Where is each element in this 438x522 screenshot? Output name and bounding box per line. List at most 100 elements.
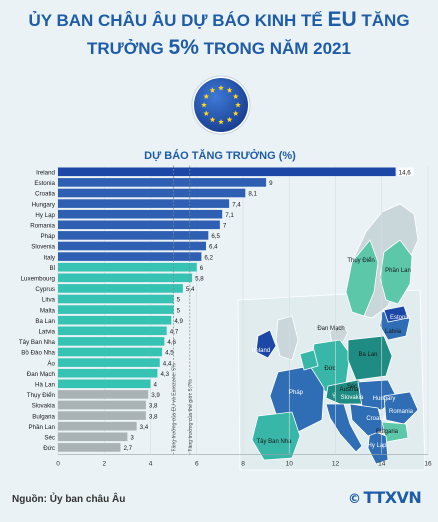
bar	[58, 178, 267, 187]
bar	[58, 294, 174, 304]
category-label: Ireland	[36, 170, 55, 177]
map-estonia-shade	[383, 305, 409, 323]
flag-star-icon	[232, 93, 239, 99]
x-tick-label: 12	[332, 461, 340, 468]
europe-map: Thụy Điển Phần Lan Estonia Latvia Đan Mạch Ba…	[237, 203, 426, 471]
reference-label: Tăng trưởng của EU và Eurozone: 5%	[171, 363, 178, 452]
map-label: Phần Lan	[385, 268, 411, 274]
map-label: Austria	[340, 387, 359, 393]
map-label: Thụy Điển	[347, 257, 374, 264]
category-label: Ba Lan	[35, 318, 55, 325]
category-label: Italy	[44, 254, 56, 261]
category-label: Luxembourg	[21, 276, 56, 283]
x-tick-label: 10	[286, 461, 294, 468]
value-label: 8,1	[248, 191, 257, 198]
bar	[58, 209, 223, 219]
category-label: Latvia	[38, 329, 55, 336]
x-tick-label: 16	[424, 461, 432, 468]
map-label: Latvia	[385, 329, 402, 335]
bar	[58, 262, 197, 272]
reference-label: Tăng trưởng của thế giới: 5,7%	[187, 379, 194, 452]
map-ireland-uk	[255, 329, 277, 359]
map-label: Ba Lan	[358, 352, 377, 358]
eu-flag-icon	[191, 75, 251, 135]
flag-star-icon	[218, 85, 224, 91]
value-label: 2,7	[123, 445, 132, 452]
map-label: Hy Lạp	[367, 443, 387, 449]
category-label: Bỉ	[49, 265, 55, 272]
map-balkans	[349, 403, 385, 437]
bar	[58, 241, 206, 251]
value-label: 4,9	[174, 318, 183, 325]
category-label: Tây Ban Nha	[19, 339, 56, 346]
category-label: Slovakia	[32, 403, 56, 410]
page-title: ỦY BAN CHÂU ÂU DỰ BÁO KINH TẾ EU TĂNG TR…	[28, 8, 410, 59]
bar	[58, 284, 183, 293]
map-finland	[379, 239, 413, 305]
bar	[58, 220, 220, 230]
value-label: 7,1	[225, 212, 234, 219]
category-label: Thụy Điển	[27, 392, 56, 399]
value-label: 3,8	[149, 413, 158, 420]
value-label: 4	[154, 382, 158, 389]
value-label: 7	[223, 223, 227, 230]
flag-star-icon	[226, 116, 233, 123]
x-tick-label: 0	[56, 461, 60, 468]
map-label: Romania	[389, 409, 414, 415]
bar	[58, 231, 209, 240]
category-label: Bulgaria	[32, 413, 55, 420]
value-label: 4,7	[170, 329, 179, 336]
chart-title: DỰ BÁO TĂNG TRƯỞNG (%)	[144, 150, 296, 162]
source-note: Nguồn: Ủy ban châu Âu	[12, 494, 126, 505]
value-label: 6,2	[204, 254, 213, 261]
category-label: Slovenia	[31, 244, 55, 251]
map-iberia	[251, 411, 301, 461]
flag-star-icon	[203, 110, 210, 116]
x-tick-label: 6	[195, 461, 199, 468]
x-tick-label: 2	[102, 461, 106, 468]
map-label: Estonia	[390, 315, 411, 321]
map-label: Croatia	[366, 416, 386, 422]
bar	[58, 252, 202, 261]
map-romania	[383, 391, 419, 425]
map-label: Đan Mạch	[317, 326, 344, 332]
flag-star-icon	[201, 102, 207, 108]
map-label: Slovakia	[341, 395, 364, 401]
map-uk	[275, 315, 299, 361]
bar	[58, 199, 230, 208]
x-tick-label: 4	[149, 461, 153, 468]
bar	[58, 315, 172, 325]
value-label: 5,8	[195, 276, 204, 283]
value-label: 4,3	[160, 371, 169, 378]
category-label: Litva	[42, 297, 56, 304]
value-label: 5,4	[186, 286, 195, 293]
value-label: 4,4	[163, 360, 172, 367]
bar	[58, 347, 163, 357]
value-label: 9	[269, 180, 273, 187]
map-label: Ý	[332, 393, 336, 400]
category-label: Cyprus	[35, 286, 55, 293]
category-label: Séc	[44, 435, 55, 442]
bar	[58, 390, 149, 399]
map-label: Tây Ban Nha	[256, 439, 292, 445]
category-label: Đan Mạch	[27, 371, 56, 378]
ttxvn-logo: © TTXVN	[348, 488, 422, 507]
bar	[58, 337, 165, 346]
value-label: 5	[177, 307, 181, 314]
value-label: 6	[200, 265, 204, 272]
bar	[58, 273, 193, 283]
category-label: Hungary	[32, 201, 56, 208]
category-label: Hà Lan	[35, 382, 56, 389]
x-tick-label: 8	[241, 461, 245, 468]
category-label: Pháp	[41, 233, 56, 240]
map-label: Bulgaria	[376, 429, 399, 435]
flag-star-icon	[235, 102, 241, 108]
bar	[58, 379, 151, 389]
map-benelux	[299, 349, 319, 371]
bar	[58, 421, 137, 431]
value-label: 3	[130, 435, 134, 442]
bar	[58, 305, 174, 314]
x-tick-label: 14	[378, 461, 386, 468]
bar	[58, 368, 158, 378]
